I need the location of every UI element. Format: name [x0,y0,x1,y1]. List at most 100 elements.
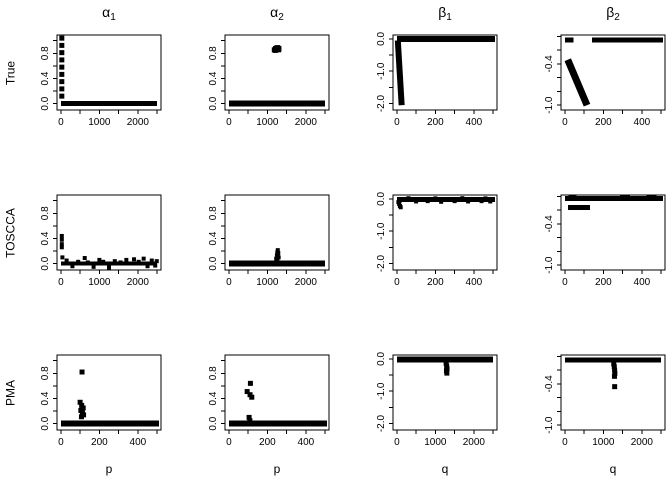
panel-true-alpha1: α1 True 0 1000 2000 0.0 0.4 0.8 [0,0,168,160]
panel-true-beta2: β2 0 200 400 -0.4 -1.0 [504,0,672,160]
svg-text:-1.0: -1.0 [376,62,387,80]
svg-text:0: 0 [394,437,400,448]
plot-area-pma-beta1: 0 1000 2000 0.0 -1.0 -2.0 [336,320,504,480]
svg-text:0.0: 0.0 [208,416,219,430]
panel-pma-beta2: 0 1000 2000 -0.4 -1.0 q [504,320,672,480]
svg-text:-1.0: -1.0 [544,416,555,434]
plot-area-toscca-alpha1: 0 1000 2000 0.0 0.4 0.8 [0,160,168,320]
panel-pma-alpha2: 0 200 400 0.0 0.4 0.8 p [168,320,336,480]
plot-area-true-beta2: 0 200 400 -0.4 -1.0 [504,0,672,160]
panel-true-alpha2: α2 0 1000 2000 0.0 0.4 0.8 [168,0,336,160]
svg-text:200: 200 [259,437,276,448]
panel-pma-beta1: 0 1000 2000 0.0 -1.0 -2.0 q [336,320,504,480]
svg-text:1000: 1000 [592,437,615,448]
svg-text:2000: 2000 [127,277,150,288]
column-title-beta1: β1 [393,4,497,23]
svg-text:0.8: 0.8 [40,366,51,380]
plot-area-true-beta1: 0 200 400 0.0 -1.0 -2.0 [336,0,504,160]
x-axis-label-p-col1: p [105,462,113,476]
svg-text:0.4: 0.4 [208,391,219,405]
svg-text:-1.0: -1.0 [376,222,387,240]
plot-area-pma-beta2: 0 1000 2000 -0.4 -1.0 [504,320,672,480]
svg-text:400: 400 [634,117,651,128]
svg-text:200: 200 [595,277,612,288]
svg-text:0: 0 [226,277,232,288]
svg-text:400: 400 [466,277,483,288]
svg-text:0.8: 0.8 [208,206,219,220]
svg-text:400: 400 [130,437,147,448]
column-title-alpha2-base: α [270,4,279,20]
svg-text:2000: 2000 [127,117,150,128]
svg-text:0: 0 [226,117,232,128]
svg-text:-1.0: -1.0 [544,96,555,114]
svg-text:0.8: 0.8 [208,46,219,60]
svg-text:0.0: 0.0 [40,256,51,270]
svg-text:0.0: 0.0 [376,351,387,365]
plot-area-true-alpha1: 0 1000 2000 0.0 0.4 0.8 [0,0,168,160]
svg-text:-2.0: -2.0 [376,94,387,112]
svg-text:0: 0 [58,437,64,448]
svg-text:0.0: 0.0 [208,256,219,270]
svg-text:0.4: 0.4 [208,231,219,245]
panel-true-beta1: β1 0 200 400 0.0 -1.0 -2.0 [336,0,504,160]
panel-toscca-alpha2: 0 1000 2000 0.0 0.4 0.8 [168,160,336,320]
svg-text:1000: 1000 [256,117,279,128]
svg-text:2000: 2000 [463,437,486,448]
svg-text:0: 0 [394,117,400,128]
x-axis-label-q-col3: q [441,462,449,476]
svg-text:0.0: 0.0 [208,96,219,110]
x-axis-label-p-col2: p [273,462,281,476]
column-title-beta2-base: β [606,4,615,20]
svg-text:1000: 1000 [424,437,447,448]
svg-text:-0.4: -0.4 [544,55,555,73]
column-title-beta2-sub: 2 [614,12,620,23]
column-title-beta1-base: β [438,4,447,20]
svg-text:0.8: 0.8 [40,46,51,60]
plot-area-true-alpha2: 0 1000 2000 0.0 0.4 0.8 [168,0,336,160]
svg-text:200: 200 [427,117,444,128]
svg-text:2000: 2000 [631,437,654,448]
svg-text:1000: 1000 [88,277,111,288]
svg-text:400: 400 [466,117,483,128]
plot-area-pma-alpha2: 0 200 400 0.0 0.4 0.8 [168,320,336,480]
svg-text:-2.0: -2.0 [376,414,387,432]
svg-text:400: 400 [298,437,315,448]
svg-text:-1.0: -1.0 [544,256,555,274]
svg-text:0.4: 0.4 [40,231,51,245]
svg-text:0: 0 [58,277,64,288]
svg-text:0.0: 0.0 [376,31,387,45]
plot-area-pma-alpha1: 0 200 400 0.0 0.4 0.8 [0,320,168,480]
svg-text:0: 0 [562,437,568,448]
svg-text:400: 400 [634,277,651,288]
column-title-alpha1: α1 [57,4,161,23]
plot-area-toscca-beta2: 0 200 400 -0.4 -1.0 [504,160,672,320]
svg-text:0.0: 0.0 [376,191,387,205]
svg-text:0.8: 0.8 [208,366,219,380]
svg-text:0.0: 0.0 [40,96,51,110]
svg-text:0: 0 [562,117,568,128]
svg-text:0: 0 [226,437,232,448]
svg-text:0: 0 [562,277,568,288]
svg-text:-0.4: -0.4 [544,375,555,393]
svg-text:0: 0 [394,277,400,288]
svg-text:1000: 1000 [88,117,111,128]
column-title-alpha1-sub: 1 [110,12,116,23]
panel-toscca-alpha1: TOSCCA 0 1000 2000 0.0 0.4 0.8 [0,160,168,320]
svg-text:0.8: 0.8 [40,206,51,220]
x-axis-label-q-col4: q [609,462,617,476]
plot-area-toscca-alpha2: 0 1000 2000 0.0 0.4 0.8 [168,160,336,320]
svg-text:0.0: 0.0 [40,416,51,430]
column-title-alpha2-sub: 2 [278,12,284,23]
svg-text:0.4: 0.4 [40,391,51,405]
svg-text:0.4: 0.4 [208,71,219,85]
column-title-alpha1-base: α [102,4,111,20]
svg-text:1000: 1000 [256,277,279,288]
column-title-beta1-sub: 1 [446,12,452,23]
svg-text:200: 200 [595,117,612,128]
svg-text:0.4: 0.4 [40,71,51,85]
svg-text:0: 0 [58,117,64,128]
svg-text:-2.0: -2.0 [376,254,387,272]
panel-toscca-beta1: 0 200 400 0.0 -1.0 -2.0 [336,160,504,320]
plot-area-toscca-beta1: 0 200 400 0.0 -1.0 -2.0 [336,160,504,320]
